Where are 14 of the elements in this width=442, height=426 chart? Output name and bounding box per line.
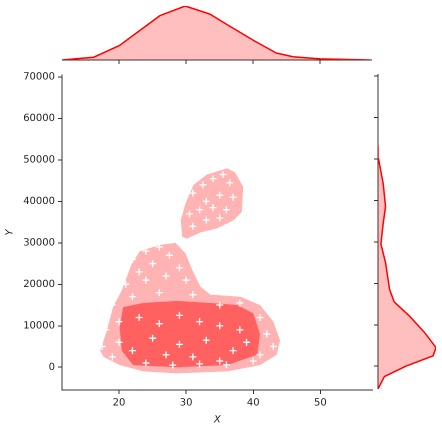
y-tick-label: 40000 [23, 196, 55, 208]
y-tick-label: 10000 [23, 320, 55, 332]
x-tick-label: 20 [112, 398, 126, 409]
y-axis-title: Y [4, 228, 16, 236]
x-axis-title: X [212, 414, 222, 426]
y-tick-label: 20000 [23, 278, 55, 290]
x-tick-label: 40 [246, 398, 260, 409]
y-tick-label: 60000 [23, 113, 55, 124]
y-tick-label: 50000 [23, 154, 55, 166]
y-tick-label: 30000 [23, 237, 55, 248]
y-tick-label: 70000 [23, 72, 55, 83]
x-tick-label: 50 [314, 398, 327, 409]
y-tick-label: 0 [48, 362, 55, 373]
x-tick-label: 30 [180, 398, 193, 409]
